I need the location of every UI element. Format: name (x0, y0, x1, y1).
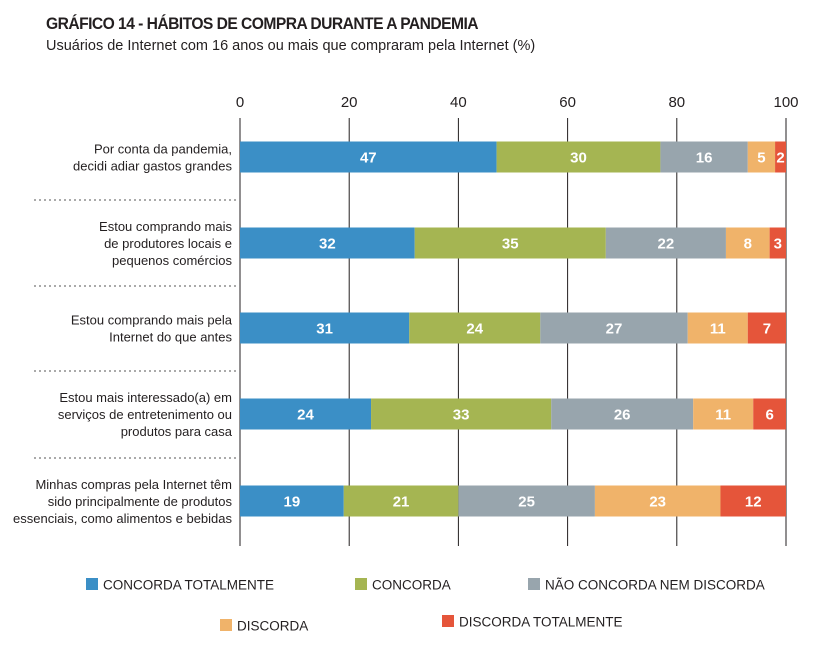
x-tick-label: 100 (773, 94, 798, 111)
bar-segment (540, 312, 688, 344)
data-label: 12 (745, 494, 762, 511)
legend-label: CONCORDA TOTALMENTE (103, 578, 274, 593)
bar-segment (747, 312, 786, 344)
category-label: Estou comprando mais de produtores locais… (99, 219, 232, 268)
data-label: 31 (316, 321, 333, 338)
bar-segment (409, 312, 541, 344)
bar-segment (753, 398, 786, 430)
category-label: Por conta da pandemia, decidi adiar gasto… (73, 142, 232, 174)
x-tick-label: 20 (341, 94, 358, 111)
bar-segment (414, 227, 606, 259)
data-label: 2 (776, 150, 784, 167)
data-label: 16 (696, 150, 713, 167)
data-label: 11 (715, 407, 731, 424)
bar-segment (240, 312, 410, 344)
data-label: 35 (502, 236, 519, 253)
legend-swatch (442, 615, 454, 627)
category-label: Estou mais interessado(a) em serviços de … (58, 390, 233, 439)
data-label: 7 (763, 321, 771, 338)
bar-segment (240, 485, 344, 517)
bar-segment (551, 398, 694, 430)
legend-label: DISCORDA (237, 619, 308, 634)
x-tick-label: 40 (450, 94, 467, 111)
data-label: 22 (658, 236, 675, 253)
chart-title: GRÁFICO 14 - HÁBITOS DE COMPRA DURANTE A… (46, 14, 479, 33)
data-label: 23 (649, 494, 666, 511)
legend-label: DISCORDA TOTALMENTE (459, 615, 623, 630)
data-label: 32 (319, 236, 336, 253)
bar-segment (725, 227, 770, 259)
data-label: 11 (710, 321, 726, 338)
data-label: 30 (570, 150, 587, 167)
bar-segment (720, 485, 786, 517)
category-label: Estou comprando mais pela Internet do que… (71, 313, 233, 345)
bar-segment (240, 398, 372, 430)
x-tick-label: 60 (559, 94, 576, 111)
bar-segment (496, 141, 661, 173)
bar-segment (693, 398, 754, 430)
bar-segment (343, 485, 459, 517)
data-label: 25 (518, 494, 535, 511)
bar-segment (371, 398, 552, 430)
data-label: 47 (360, 150, 377, 167)
legend-swatch (86, 578, 98, 590)
legend-swatch (220, 619, 232, 631)
data-label: 24 (466, 321, 483, 338)
bar-segment (458, 485, 595, 517)
bar-segment (605, 227, 726, 259)
x-tick-label: 80 (668, 94, 685, 111)
x-tick-label: 0 (236, 94, 244, 111)
data-label: 6 (765, 407, 773, 424)
bar-segment (687, 312, 748, 344)
legend-label: CONCORDA (372, 578, 451, 593)
bar-segment (747, 141, 776, 173)
data-label: 24 (297, 407, 314, 424)
chart-subtitle: Usuários de Internet com 16 anos ou mais… (46, 38, 536, 54)
bar-segment (240, 227, 415, 259)
data-label: 19 (284, 494, 301, 511)
bar-segment (594, 485, 721, 517)
bar-segment (240, 141, 497, 173)
legend-swatch (355, 578, 367, 590)
bar-segment (660, 141, 748, 173)
bar-segment (775, 141, 786, 173)
data-label: 27 (606, 321, 623, 338)
category-label: Minhas compras pela Internet têm sido pri… (13, 477, 232, 526)
legend-swatch (528, 578, 540, 590)
data-label: 5 (757, 150, 765, 167)
bar-segment (769, 227, 786, 259)
data-label: 8 (744, 236, 752, 253)
legend-label: NÃO CONCORDA NEM DISCORDA (545, 578, 765, 593)
data-label: 3 (774, 236, 782, 253)
data-label: 21 (393, 494, 410, 511)
data-label: 26 (614, 407, 631, 424)
data-label: 33 (453, 407, 470, 424)
